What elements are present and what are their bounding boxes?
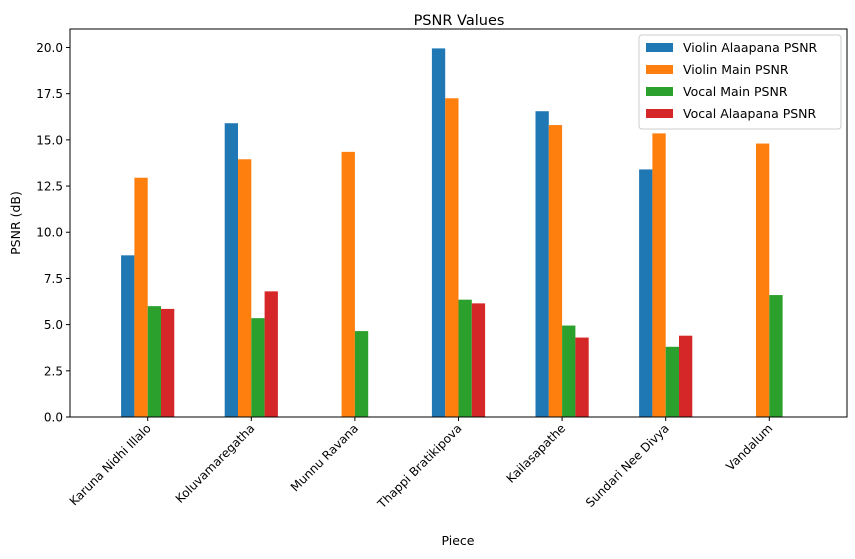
legend-swatch — [646, 109, 673, 118]
bar — [458, 299, 472, 417]
bar — [224, 123, 238, 417]
bar — [147, 306, 161, 417]
bar — [445, 98, 459, 417]
legend-swatch — [646, 43, 673, 52]
y-tick-label: 20.0 — [36, 41, 63, 55]
bar — [341, 151, 355, 417]
bar — [161, 308, 175, 417]
legend-label: Violin Alaapana PSNR — [683, 40, 818, 55]
bar — [134, 177, 148, 417]
bar — [575, 337, 589, 417]
x-axis-label: Piece — [442, 533, 475, 548]
bars-group — [121, 48, 783, 418]
legend-swatch — [646, 87, 673, 96]
y-tick-label: 5.0 — [44, 318, 63, 332]
bar — [679, 335, 693, 417]
bar — [264, 291, 278, 417]
legend-label: Vocal Alaapana PSNR — [683, 106, 817, 121]
bar — [639, 169, 653, 417]
bar — [251, 318, 265, 417]
chart-title: PSNR Values — [414, 13, 505, 29]
y-tick-label: 2.5 — [44, 364, 63, 378]
bar — [535, 111, 549, 417]
y-axis-label: PSNR (dB) — [8, 191, 23, 255]
y-tick-label: 7.5 — [44, 272, 63, 286]
y-axis: 0.0 2.5 5.0 7.5 10.0 12.5 15.0 17.5 20.0 — [36, 41, 70, 425]
bar — [665, 346, 679, 417]
y-tick-label: 10.0 — [36, 226, 63, 240]
y-tick-label: 12.5 — [36, 180, 63, 194]
legend-label: Violin Main PSNR — [683, 62, 789, 77]
bar — [471, 303, 486, 417]
bar — [238, 159, 252, 417]
bar — [548, 125, 563, 417]
y-tick-label: 0.0 — [44, 411, 63, 425]
bar — [431, 48, 446, 418]
bar — [562, 325, 576, 417]
bar — [354, 331, 369, 417]
y-tick-label: 17.5 — [36, 87, 63, 101]
legend-label: Vocal Main PSNR — [683, 84, 788, 99]
legend-frame — [638, 34, 842, 130]
bar — [769, 295, 783, 417]
legend: Violin Alaapana PSNR Violin Main PSNR Voca… — [638, 34, 842, 130]
bar — [756, 143, 770, 418]
y-tick-label: 15.0 — [36, 133, 63, 147]
bar — [652, 133, 666, 417]
legend-swatch — [646, 65, 673, 74]
bar — [121, 255, 135, 417]
